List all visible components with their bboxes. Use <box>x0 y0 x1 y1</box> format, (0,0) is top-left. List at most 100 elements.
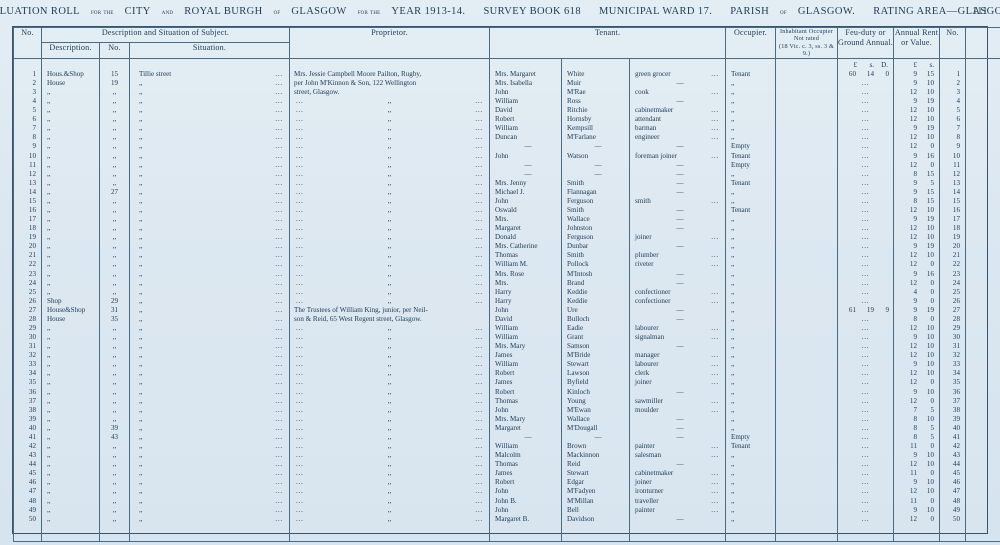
cell-tenant-occupation: — <box>676 514 684 523</box>
proprietor-dots-left: ... <box>296 224 304 233</box>
proprietor-dots-right: ... <box>475 124 483 133</box>
proprietor-continuation: ...,,... <box>290 124 489 133</box>
proprietor-ditto: ,, <box>387 514 392 523</box>
masthead-glasgow: GLASGOW <box>291 6 347 17</box>
cell-description-no: ,, <box>112 496 117 505</box>
cell-tenant-forename: Robert <box>495 115 515 124</box>
proprietor-dots-right: ... <box>475 224 483 233</box>
occupation-leader-dots: ... <box>711 469 720 478</box>
cell-tenant-forename: Thomas <box>495 460 518 469</box>
cell-annual-rent: 9 19 <box>913 242 935 251</box>
cell-feu-duty: 60 14 0 <box>848 69 890 78</box>
cell-annual-rent: 12 10 <box>909 224 935 233</box>
cell-tenant-occupation: clerk... <box>630 369 725 378</box>
cell-situation: ,,... <box>130 478 289 487</box>
cell-situation: ,,... <box>130 433 289 442</box>
masthead-title-valuation-roll: VALUATION ROLL <box>0 6 80 17</box>
cell-tenant-occupation: cook... <box>630 88 725 97</box>
situation-leader-dots: ... <box>275 405 284 414</box>
cell-description: ,, <box>47 360 51 369</box>
situation-leader-dots: ... <box>275 178 284 187</box>
cell-tenant-occupation: cabinetmaker... <box>630 469 725 478</box>
proprietor-dots-left: ... <box>296 187 304 196</box>
cell-remarks <box>966 97 1000 106</box>
cell-remarks <box>966 415 1000 424</box>
cell-tenant-forename: — <box>524 169 532 178</box>
cell-tenant-occupation: plumber... <box>630 251 725 260</box>
cell-tenant-surname: Watson <box>567 151 589 160</box>
situation-value: ,, <box>139 369 143 378</box>
cell-description: ,, <box>47 333 51 342</box>
cell-description: Shop <box>47 296 62 305</box>
cell-tenant-surname: M'Dougall <box>567 423 598 432</box>
cell-annual-rent: 12 0 <box>909 514 935 523</box>
header-remarks: Remarks. <box>965 27 1000 59</box>
cell-remarks <box>966 478 1000 487</box>
cell-description-no: ,, <box>112 378 117 387</box>
situation-leader-dots: ... <box>275 387 284 396</box>
spacer-row <box>42 61 99 70</box>
cell-description: ,, <box>47 514 51 523</box>
cell-tenant-occupation: confectioner... <box>630 297 725 306</box>
cell-feu-duty: ... <box>861 342 870 351</box>
cell-tenant-forename: Mrs. Catherine <box>495 242 538 251</box>
row-number: 27 <box>28 305 36 314</box>
cell-feu-duty: ... <box>861 169 870 178</box>
cell-remarks <box>966 297 1000 306</box>
header-feu-duty: Feu-duty or Ground Annual. <box>837 27 895 59</box>
proprietor-dots-left: ... <box>296 233 304 242</box>
cell-remarks <box>966 397 1000 406</box>
proprietor-line: street, Glasgow. <box>294 87 340 96</box>
cell-remarks <box>966 378 1000 387</box>
proprietor-dots-right: ... <box>475 432 483 441</box>
cell-occupier: ,, <box>731 478 735 487</box>
occupation-leader-dots: ... <box>711 106 720 115</box>
rent-money-heading: £ s. <box>913 60 935 69</box>
cell-feu-duty: ... <box>861 206 870 214</box>
proprietor-dots-left: ... <box>296 160 304 169</box>
cell-tenant-surname: Stewart <box>567 360 589 369</box>
cell-situation: ,,... <box>130 133 289 142</box>
situation-value: ,, <box>139 251 143 260</box>
cell-tenant-occupation: foreman joiner... <box>630 152 725 161</box>
cell-tenant-occupation: attendant... <box>630 115 725 124</box>
row-number-right: 4 <box>956 97 961 106</box>
occupation-value: engineer <box>635 133 660 142</box>
cell-description: ,, <box>47 423 51 432</box>
row-number: 46 <box>28 478 36 487</box>
cell-tenant-surname: Muir <box>567 78 582 87</box>
row-number-right: 32 <box>952 351 961 360</box>
proprietor-ditto: ,, <box>387 360 392 369</box>
cell-tenant-surname: Ferguson <box>567 233 594 242</box>
cell-tenant-occupation: labourer... <box>630 360 725 369</box>
cell-tenant-surname: Grant <box>567 333 584 342</box>
cell-occupier: Empty <box>731 432 750 441</box>
proprietor-continuation: ...,,... <box>290 206 489 215</box>
situation-value: ,, <box>139 196 143 205</box>
cell-tenant-surname: — <box>594 160 602 169</box>
cell-tenant-surname: — <box>594 432 602 441</box>
proprietor-dots-right: ... <box>475 115 483 124</box>
cell-feu-duty: ... <box>861 187 870 196</box>
occupation-value: ironturner <box>635 487 664 496</box>
row-number: 24 <box>28 278 36 287</box>
cell-description-no: ,, <box>112 87 117 96</box>
proprietor-dots-left: ... <box>296 333 304 342</box>
cell-tenant-surname: Ross <box>567 97 581 106</box>
cell-situation: ,,... <box>130 188 289 197</box>
cell-inhabitant-occupier <box>776 233 837 242</box>
proprietor-dots-left: ... <box>296 369 304 378</box>
cell-tenant-occupation: — <box>676 187 684 196</box>
row-number-right: 12 <box>952 169 961 178</box>
cell-annual-rent: 12 10 <box>909 351 935 360</box>
column-proprietor: Mrs. Jessie Campbell Moore Pailton, Rugb… <box>290 59 489 541</box>
situation-value: ,, <box>139 206 143 214</box>
cell-tenant-surname: Brown <box>567 442 587 451</box>
proprietor-ditto: ,, <box>387 233 392 242</box>
proprietor-entry: Mrs. Jessie Campbell Moore Pailton, Rugb… <box>294 70 485 97</box>
cell-inhabitant-occupier <box>776 279 837 288</box>
cell-tenant-surname: Bell <box>567 505 579 514</box>
proprietor-dots-left: ... <box>296 505 304 514</box>
proprietor-continuation: ...,,... <box>290 133 489 142</box>
proprietor-continuation: ...,,... <box>290 388 489 397</box>
